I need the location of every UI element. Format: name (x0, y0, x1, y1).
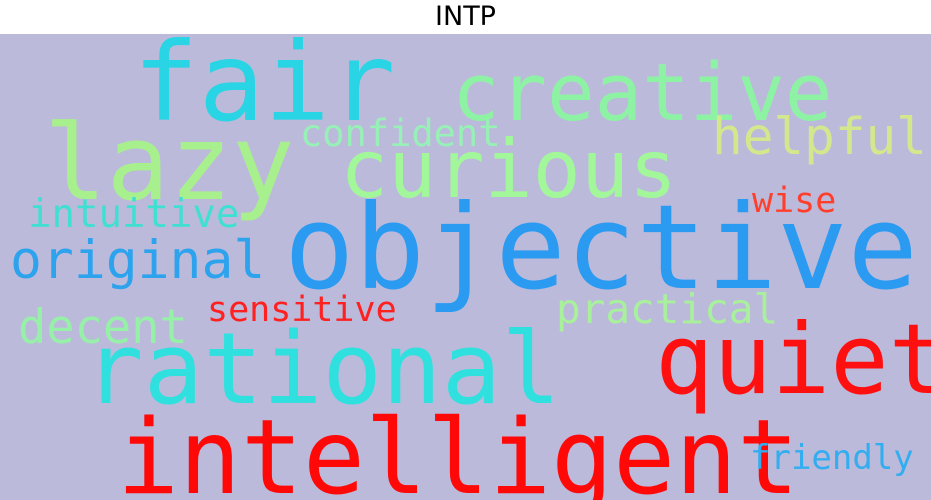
word-fair: fair (133, 34, 396, 146)
word-friendly: friendly (750, 438, 914, 478)
word-confident: confident (300, 112, 501, 155)
word-helpful: helpful (712, 108, 927, 167)
word-objective: objective (284, 179, 918, 316)
word-quiet: quiet (655, 303, 931, 416)
word-rational: rational (84, 312, 561, 427)
word-lazy: lazy (44, 102, 295, 224)
word-practical: practical (556, 285, 779, 333)
word-decent: decent (18, 300, 188, 355)
word-curious: curious (340, 123, 678, 216)
word-cloud-canvas: fair creative lazy confident curious hel… (0, 34, 931, 500)
word-original: original (10, 230, 266, 291)
word-intuitive: intuitive (28, 192, 240, 237)
word-sensitive: sensitive (207, 290, 397, 330)
figure-title: INTP (435, 1, 496, 32)
word-intelligent: intelligent (117, 398, 800, 500)
word-creative: creative (452, 47, 833, 139)
word-wise: wise (752, 181, 837, 221)
